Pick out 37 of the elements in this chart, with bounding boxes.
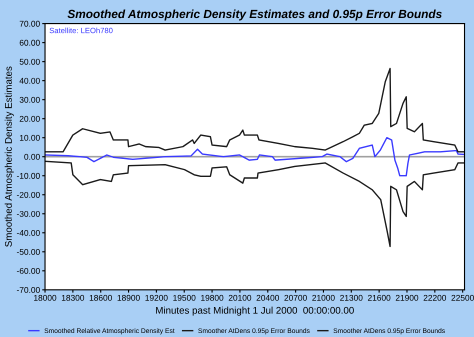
y-tick-label: -20.00 xyxy=(16,192,40,198)
y-tick-label: -30.00 xyxy=(16,210,40,217)
x-tick-label: 22200 xyxy=(424,294,446,301)
line-series xyxy=(45,68,464,152)
y-tick-label: 70.00 xyxy=(20,20,40,27)
x-tick-label: 18300 xyxy=(62,294,84,301)
y-tick-label: -10.00 xyxy=(16,172,40,179)
y-tick-label: 60.00 xyxy=(20,40,40,46)
chart-title: Smoothed Atmospheric Density Estimates and 0.95p Error Bounds xyxy=(68,9,442,20)
x-tick-label: 18000 xyxy=(34,294,56,301)
y-tick-label: 50.00 xyxy=(20,58,40,65)
line-series xyxy=(45,136,464,176)
y-tick-label: 20.00 xyxy=(20,116,40,122)
y-tick-label: 10.00 xyxy=(20,134,40,141)
line-series xyxy=(45,160,464,248)
x-tick-label: 20400 xyxy=(256,294,280,301)
x-tick-label: 19800 xyxy=(201,294,224,301)
y-tick-label: 40.00 xyxy=(20,78,40,84)
y-tick-label: 30.00 xyxy=(20,96,40,103)
y-tick-label: -50.00 xyxy=(16,248,40,255)
y-axis-title: Smoothed Atmospheric Density Estimates xyxy=(4,66,14,247)
x-axis-title: Minutes past Midnight 1 Jul 2000 00:00:00.00 xyxy=(156,306,354,316)
y-tick-label: -70.00 xyxy=(16,287,40,293)
x-tick-label: 21600 xyxy=(368,294,390,301)
y-tick-label: -40.00 xyxy=(16,230,40,236)
y-tick-label: 0.00 xyxy=(24,154,40,160)
x-tick-label: 18600 xyxy=(90,294,112,301)
x-tick-label: 22500 xyxy=(452,294,474,301)
x-tick-label: 19500 xyxy=(173,294,196,301)
x-tick-label: 21000 xyxy=(312,294,335,301)
x-tick-label: 20700 xyxy=(284,294,307,301)
x-tick-label: 21300 xyxy=(340,294,363,301)
x-tick-label: 18900 xyxy=(118,294,140,301)
x-tick-label: 20100 xyxy=(228,294,252,301)
x-tick-label: 19200 xyxy=(145,294,168,301)
x-tick-label: 21900 xyxy=(396,294,418,301)
y-tick-label: -60.00 xyxy=(16,268,40,274)
